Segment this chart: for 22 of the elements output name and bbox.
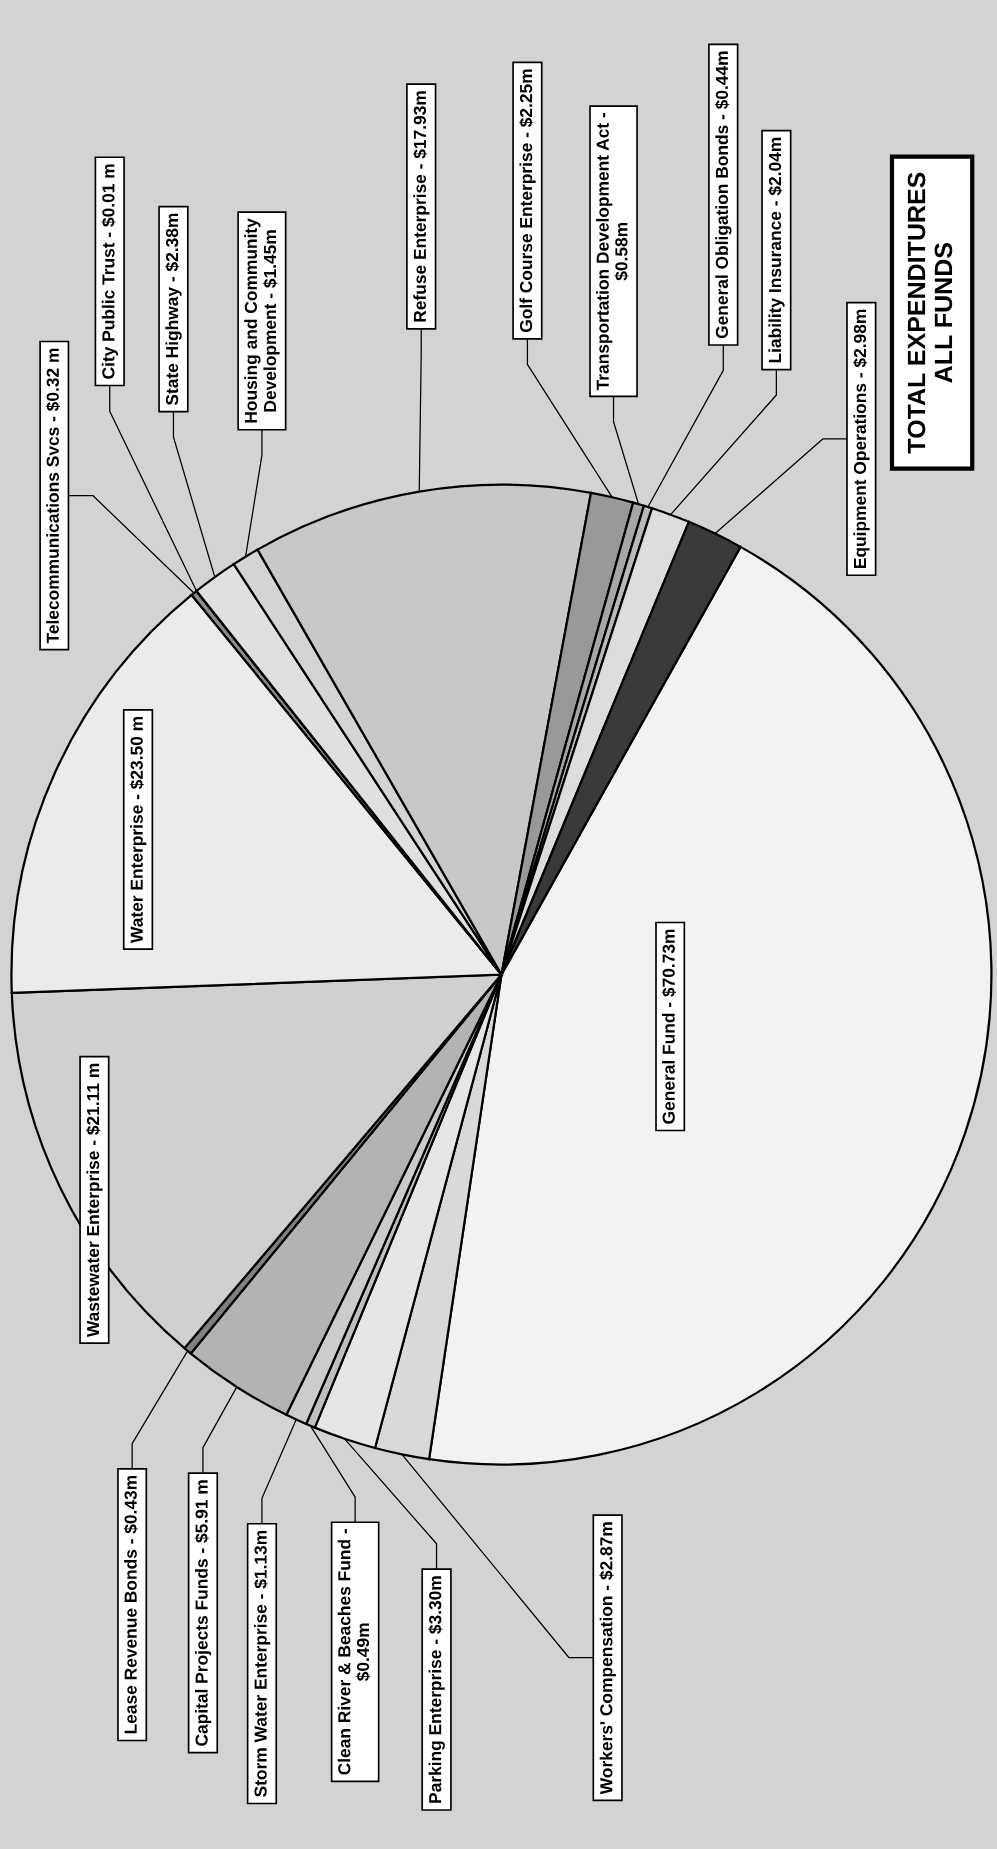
- text: TOTAL EXPENDITURES ALL FUNDS: [907, 172, 953, 454]
- slice-label: Wastewater Enterprise - $21.11 m: [86, 1063, 103, 1338]
- data-label: $0.58m: [614, 222, 629, 281]
- data-label: $0.49m: [356, 1623, 371, 1682]
- slice-label: Parking Enterprise - $3.30m: [428, 1576, 445, 1803]
- slice-label: Transportation Development Act -: [596, 112, 613, 391]
- slice-label: City Public Trust - $0.01 m: [101, 164, 118, 379]
- slice-label: Liability Insurance - $2.04m: [768, 137, 785, 363]
- slice-label: Workers' Compensation - $2.87m: [599, 1522, 616, 1795]
- slice-label: Storm Water Enterprise - $1.13m: [253, 1530, 271, 1797]
- slice-label: General Obligation Bonds - $0.44m: [714, 51, 732, 339]
- slice-label: State Highway - $2.38m: [165, 213, 182, 406]
- slice-label: Housing and Community Development - $1.45m: [244, 218, 280, 423]
- slice-label: Equipment Operations - $2.98m: [853, 309, 870, 568]
- slice-label: Water Enterprise - $23.50 m: [129, 716, 147, 943]
- slice-label: Golf Course Enterprise - $2.25m: [519, 69, 536, 333]
- slice-label: Refuse Enterprise - $17.93m: [412, 91, 430, 322]
- slice-label: Telecommunications Svcs - $0.32 m: [45, 348, 61, 644]
- slice-label: Lease Revenue Bonds - $0.43m: [123, 1475, 138, 1734]
- slice-label: Capital Projects Funds - $5.91 m: [194, 1480, 212, 1746]
- slice-label: General Fund - $70.73m: [661, 929, 676, 1124]
- slice-label: Clean River & Beaches Fund -: [337, 1529, 351, 1775]
